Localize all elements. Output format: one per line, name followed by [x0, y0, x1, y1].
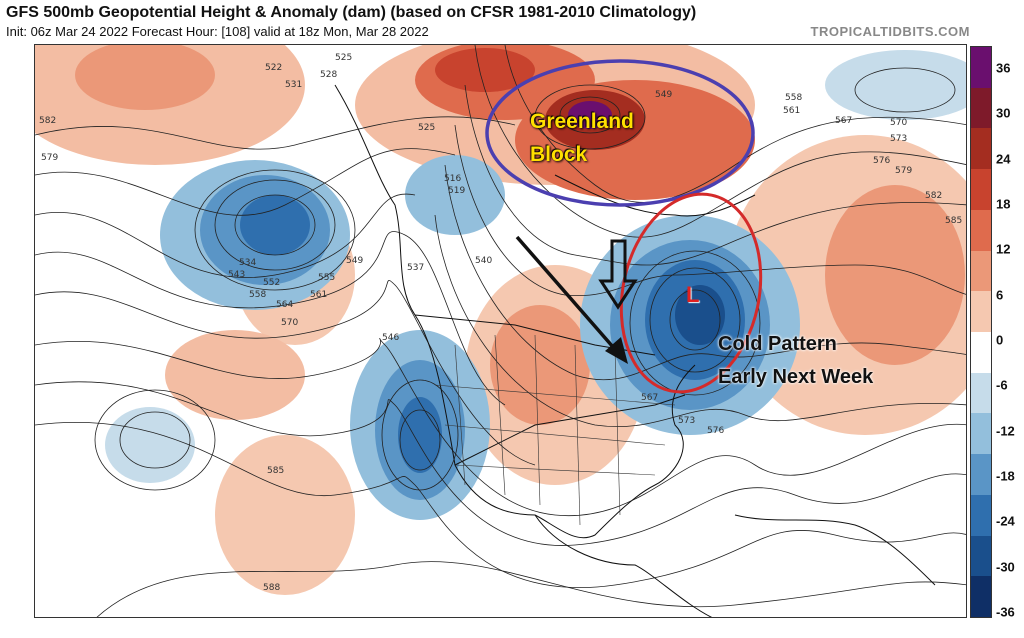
- svg-text:516: 516: [444, 174, 461, 184]
- svg-text:558: 558: [785, 93, 802, 103]
- svg-text:552: 552: [263, 278, 280, 288]
- svg-text:528: 528: [320, 70, 337, 80]
- colorbar-segment: [971, 250, 991, 292]
- colorbar-segment: [971, 413, 991, 455]
- svg-text:588: 588: [263, 583, 280, 593]
- state-borders: [434, 334, 676, 526]
- colorbar-tick-label: 30: [996, 105, 1011, 121]
- colorbar-tick-label: -6: [996, 377, 1008, 393]
- svg-text:546: 546: [382, 333, 399, 343]
- map-subtitle: Init: 06z Mar 24 2022 Forecast Hour: [10…: [6, 24, 429, 39]
- colorbar-tick-label: 18: [996, 196, 1011, 212]
- colorbar-tick-label: 0: [996, 332, 1004, 348]
- negative-anomalies: [105, 50, 966, 520]
- svg-text:540: 540: [475, 256, 492, 266]
- svg-text:567: 567: [641, 393, 658, 403]
- colorbar-tick-label: -12: [996, 423, 1015, 439]
- height-contours: [35, 45, 966, 617]
- colorbar-segment: [971, 128, 991, 170]
- svg-text:582: 582: [39, 116, 56, 126]
- svg-text:549: 549: [655, 90, 672, 100]
- svg-text:525: 525: [335, 53, 352, 63]
- svg-text:534: 534: [239, 258, 256, 268]
- svg-text:573: 573: [678, 416, 695, 426]
- colorbar-segment: [971, 535, 991, 577]
- svg-text:537: 537: [407, 263, 424, 273]
- map-canvas: 525 528 522 531 582 579 534 543 552 558 …: [35, 45, 966, 617]
- early-next-week-label: Early Next Week: [718, 366, 874, 388]
- colorbar-tick-label: -24: [996, 513, 1015, 529]
- svg-text:579: 579: [41, 153, 58, 163]
- svg-text:582: 582: [925, 191, 942, 201]
- svg-text:531: 531: [285, 80, 302, 90]
- colorbar-segment: [971, 454, 991, 496]
- svg-text:558: 558: [249, 290, 266, 300]
- greenland-block-circle: [485, 59, 755, 207]
- svg-text:576: 576: [873, 156, 890, 166]
- cold-pattern-label: Cold Pattern: [718, 333, 837, 355]
- coastlines: [334, 84, 936, 617]
- svg-text:570: 570: [281, 318, 298, 328]
- colorbar-tick-label: 36: [996, 60, 1011, 76]
- svg-text:567: 567: [835, 116, 852, 126]
- colorbar-tick-label: -18: [996, 468, 1015, 484]
- colorbar-tick-label: -30: [996, 559, 1015, 575]
- svg-text:585: 585: [945, 216, 962, 226]
- svg-text:573: 573: [890, 134, 907, 144]
- colorbar-segment: [971, 209, 991, 252]
- colorbar-tick-label: 6: [996, 287, 1004, 303]
- svg-text:519: 519: [448, 186, 465, 196]
- colorbar-segment: [971, 291, 991, 333]
- colorbar-segment: [971, 47, 991, 89]
- svg-text:543: 543: [228, 270, 245, 280]
- map-title: GFS 500mb Geopotential Height & Anomaly …: [6, 4, 697, 21]
- colorbar-tick-label: 12: [996, 241, 1011, 257]
- svg-text:549: 549: [346, 256, 363, 266]
- low-marker: L: [686, 282, 700, 307]
- colorbar-segment: [971, 332, 991, 374]
- svg-text:522: 522: [265, 63, 282, 73]
- svg-text:561: 561: [310, 290, 327, 300]
- height-labels: 525 528 522 531 582 579 534 543 552 558 …: [39, 53, 962, 593]
- block-label: Block: [530, 143, 588, 166]
- svg-text:579: 579: [895, 166, 912, 176]
- colorbar-segment: [971, 87, 991, 129]
- down-arrow-icon: [598, 239, 638, 310]
- svg-text:576: 576: [707, 426, 724, 436]
- positive-anomalies: [35, 45, 966, 595]
- arrow-icon: [515, 235, 628, 364]
- colorbar-segment: [971, 576, 991, 618]
- site-watermark: TROPICALTIDBITS.COM: [810, 24, 970, 39]
- svg-text:555: 555: [318, 273, 335, 283]
- weather-map: 525 528 522 531 582 579 534 543 552 558 …: [34, 44, 967, 618]
- colorbar-segment: [971, 494, 991, 537]
- svg-text:561: 561: [783, 106, 800, 116]
- svg-text:585: 585: [267, 466, 284, 476]
- colorbar-tick-label: 24: [996, 151, 1011, 167]
- svg-text:564: 564: [276, 300, 293, 310]
- anomaly-colorbar: [970, 46, 992, 618]
- colorbar-segment: [971, 372, 991, 414]
- colorbar-segment: [971, 169, 991, 211]
- svg-text:570: 570: [890, 118, 907, 128]
- svg-text:525: 525: [418, 123, 435, 133]
- greenland-label: Greenland: [530, 110, 634, 133]
- colorbar-tick-label: -36: [996, 604, 1015, 620]
